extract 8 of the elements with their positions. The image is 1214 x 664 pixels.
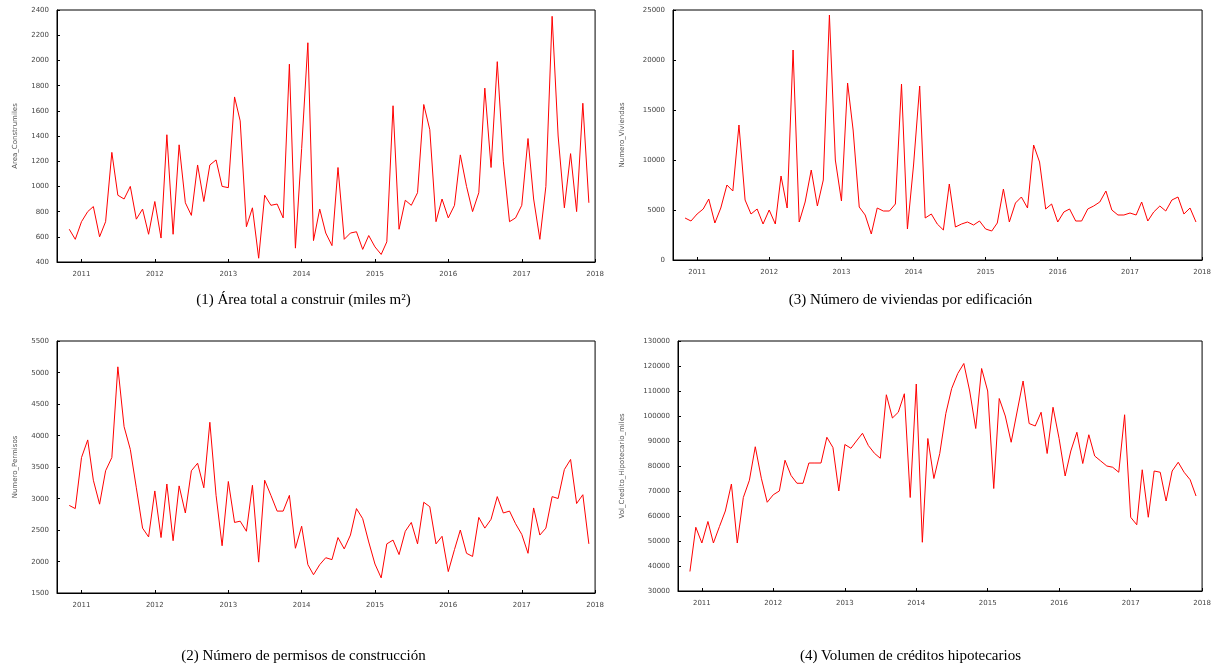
text: (4) Volumen de créditos hipotecarios [799, 646, 1022, 664]
text: (1) Área total a construir (miles m²) [196, 290, 411, 308]
line-series [68, 15, 590, 259]
line-series [684, 14, 1197, 235]
text: (2) Número de permisos de construcción [181, 646, 427, 664]
text: (3) Número de viviendas por edificación [788, 290, 1033, 308]
line-series [68, 366, 590, 579]
line-series [689, 363, 1197, 572]
